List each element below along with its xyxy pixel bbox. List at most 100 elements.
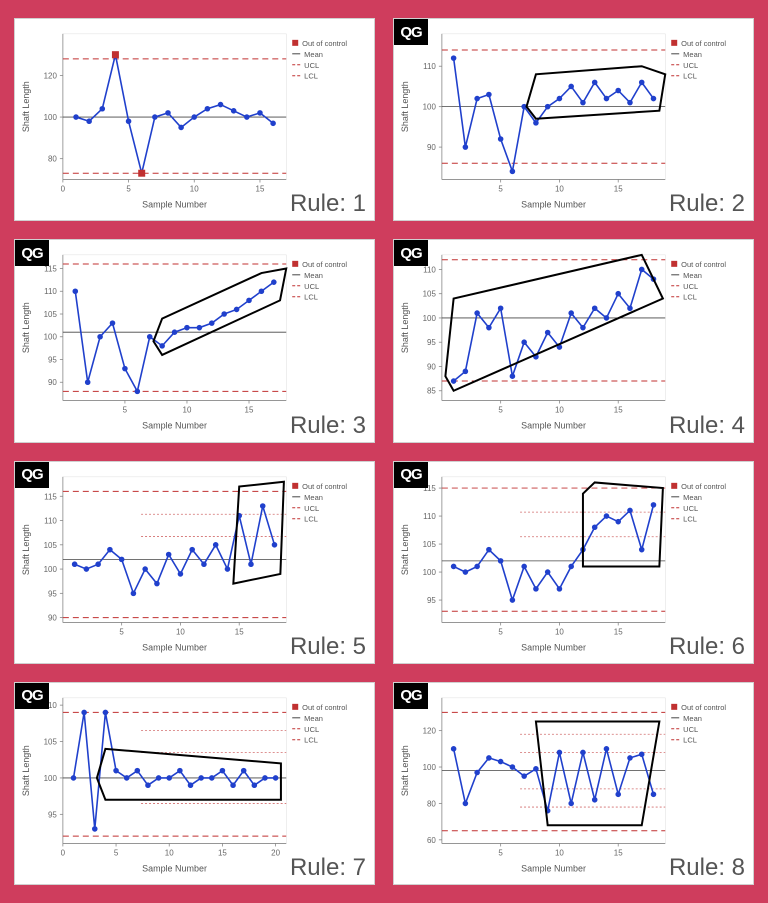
annotation-region [97, 749, 281, 800]
data-marker [263, 775, 268, 780]
x-axis-label: Sample Number [521, 642, 586, 652]
svg-text:LCL: LCL [304, 72, 318, 81]
svg-text:10: 10 [555, 184, 564, 193]
svg-text:UCL: UCL [683, 503, 698, 512]
data-marker [510, 597, 515, 602]
svg-text:110: 110 [423, 512, 436, 521]
annotation-region [153, 269, 286, 355]
svg-text:100: 100 [44, 565, 58, 574]
data-marker [167, 775, 172, 780]
svg-text:UCL: UCL [304, 503, 319, 512]
svg-text:15: 15 [235, 627, 244, 636]
data-marker [592, 306, 597, 311]
data-marker [178, 571, 183, 576]
svg-text:Mean: Mean [304, 714, 323, 723]
svg-text:100: 100 [44, 113, 58, 122]
data-marker [569, 564, 574, 569]
chart-panel: QG909510010511011551015Sample NumberShaf… [14, 239, 375, 442]
svg-text:UCL: UCL [683, 725, 698, 734]
data-marker [258, 111, 263, 116]
svg-text:120: 120 [44, 71, 58, 80]
data-marker [98, 335, 103, 340]
data-marker [463, 145, 468, 150]
svg-text:Out of control: Out of control [681, 260, 726, 269]
svg-text:Mean: Mean [683, 714, 702, 723]
series-line [75, 505, 275, 592]
series-line [76, 55, 273, 174]
legend: Out of controlMeanUCLLCL [292, 39, 347, 81]
svg-text:15: 15 [256, 184, 265, 193]
y-axis-label: Shaft Length [21, 302, 31, 353]
data-marker [73, 289, 78, 294]
data-marker [545, 569, 550, 574]
svg-text:5: 5 [114, 848, 119, 857]
data-marker [222, 312, 227, 317]
chart-panel: QG9510010511011551015Sample NumberShaft … [393, 461, 754, 664]
data-marker [131, 591, 136, 596]
svg-text:100: 100 [423, 103, 437, 112]
svg-text:Out of control: Out of control [302, 39, 347, 48]
x-axis-label: Sample Number [521, 863, 586, 873]
data-marker [616, 519, 621, 524]
data-marker [153, 115, 158, 120]
svg-text:90: 90 [427, 363, 436, 372]
data-marker [592, 524, 597, 529]
data-marker [581, 100, 586, 105]
chart-panel: QG608010012051015Sample NumberShaft Leng… [393, 682, 754, 885]
data-marker [72, 561, 77, 566]
svg-text:110: 110 [423, 266, 436, 275]
svg-text:LCL: LCL [683, 293, 697, 302]
svg-text:5: 5 [126, 184, 131, 193]
svg-text:5: 5 [498, 627, 503, 636]
data-marker [557, 586, 562, 591]
qg-badge: QG [394, 683, 428, 709]
svg-text:80: 80 [427, 799, 436, 808]
svg-text:15: 15 [614, 848, 623, 857]
data-marker [241, 768, 246, 773]
data-marker [272, 542, 277, 547]
data-marker [245, 115, 250, 120]
data-marker [209, 775, 214, 780]
data-marker [498, 137, 503, 142]
data-marker [252, 783, 257, 788]
data-marker [545, 104, 550, 109]
svg-text:105: 105 [44, 737, 58, 746]
svg-text:10: 10 [555, 848, 564, 857]
series-line [454, 58, 654, 171]
svg-text:85: 85 [427, 387, 436, 396]
data-marker [271, 121, 276, 126]
data-marker [639, 752, 644, 757]
data-marker [178, 768, 183, 773]
y-axis-label: Shaft Length [400, 81, 410, 132]
data-marker [179, 125, 184, 130]
svg-text:Mean: Mean [304, 50, 323, 59]
data-marker [628, 755, 633, 760]
svg-text:10: 10 [183, 406, 192, 415]
svg-text:115: 115 [44, 492, 57, 501]
data-marker [651, 502, 656, 507]
qg-badge: QG [394, 19, 428, 45]
svg-text:Mean: Mean [683, 50, 702, 59]
svg-text:LCL: LCL [683, 514, 697, 523]
data-marker [639, 547, 644, 552]
data-marker [522, 564, 527, 569]
data-marker [510, 764, 515, 769]
data-marker [522, 340, 527, 345]
svg-text:10: 10 [190, 184, 199, 193]
rule-label: Rule: 2 [669, 190, 745, 218]
data-marker [225, 566, 230, 571]
chart-panel: QG909510010511011551015Sample NumberShaf… [14, 461, 375, 664]
data-marker [84, 566, 89, 571]
data-marker [475, 96, 480, 101]
legend: Out of controlMeanUCLLCL [671, 703, 726, 745]
svg-text:0: 0 [61, 184, 66, 193]
legend: Out of controlMeanUCLLCL [292, 703, 347, 745]
qg-badge: QG [394, 462, 428, 488]
y-axis-label: Shaft Length [21, 81, 31, 132]
data-marker [108, 547, 113, 552]
data-marker [249, 561, 254, 566]
data-marker [172, 330, 177, 335]
svg-text:UCL: UCL [304, 725, 319, 734]
svg-text:110: 110 [423, 62, 436, 71]
svg-text:Mean: Mean [683, 271, 702, 280]
